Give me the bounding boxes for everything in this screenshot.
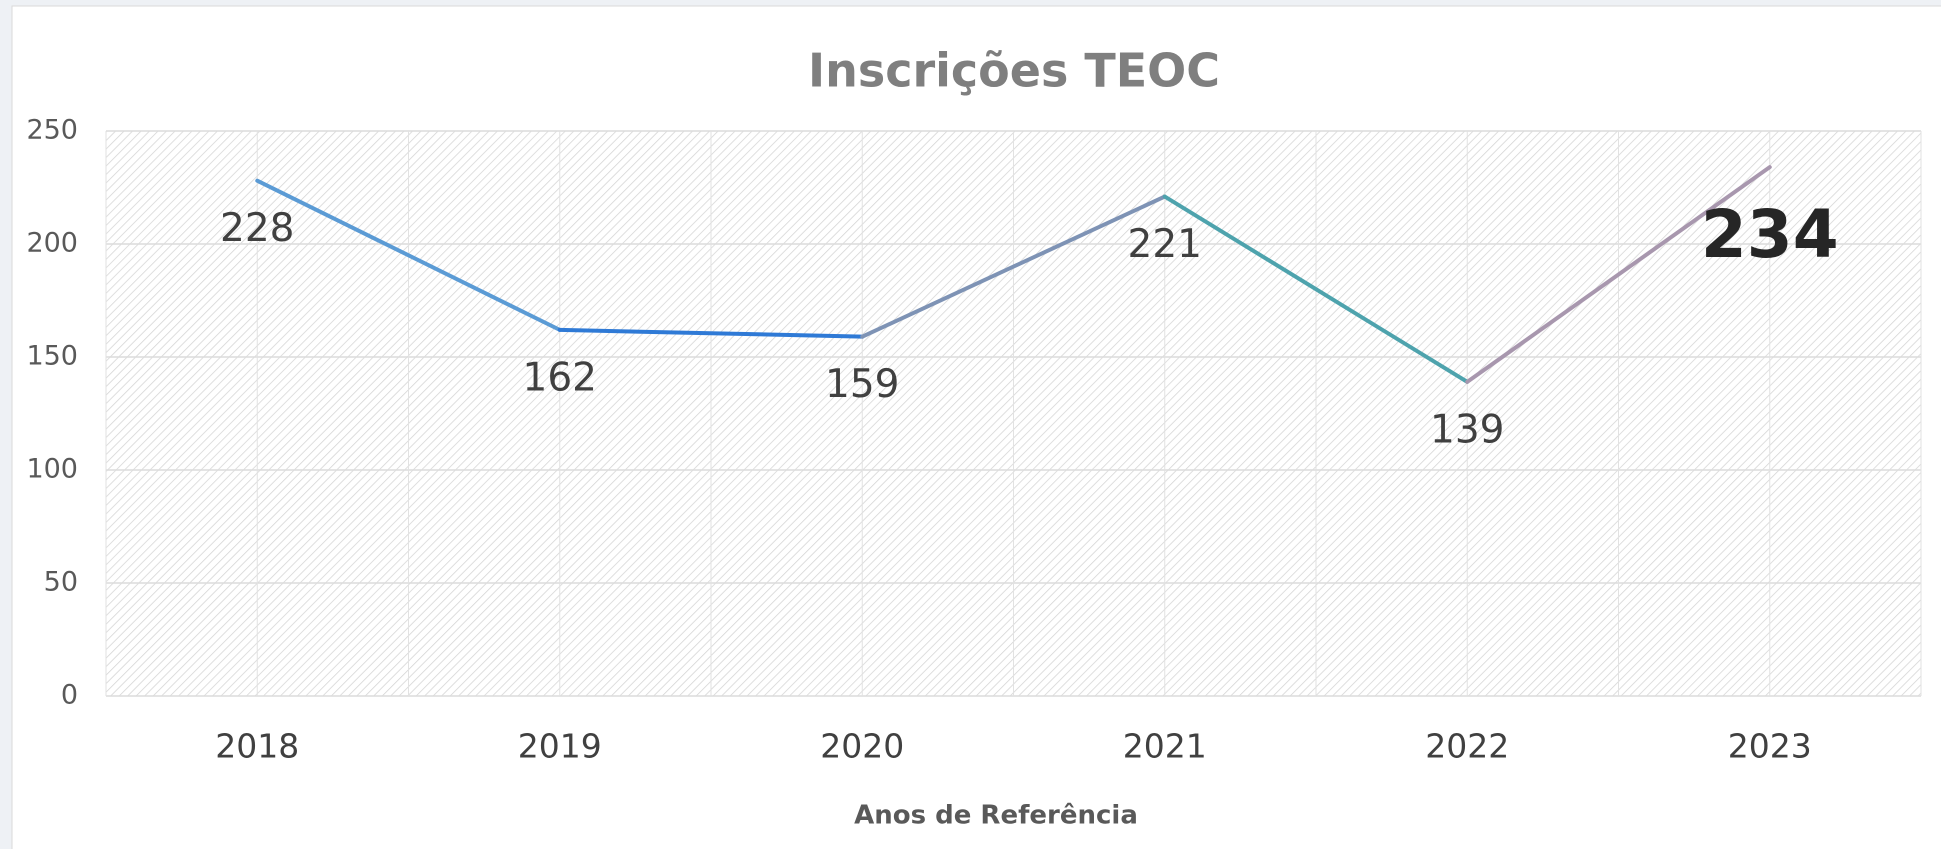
data-label: 139 (1430, 407, 1504, 452)
x-tick-label: 2022 (1425, 727, 1509, 766)
line-segment (1465, 165, 1772, 384)
line-segment (557, 327, 865, 339)
x-axis-title: Anos de Referência (854, 801, 1138, 831)
line-segment (255, 178, 562, 332)
y-tick-label: 0 (61, 680, 78, 711)
line-segment (1162, 194, 1470, 384)
x-tick-label: 2023 (1728, 727, 1812, 766)
y-tick-label: 100 (26, 454, 78, 485)
data-label: 159 (825, 362, 899, 407)
x-tick-label: 2020 (820, 727, 904, 766)
y-tick-label: 50 (44, 567, 78, 598)
chart-title: Inscrições TEOC (808, 44, 1220, 98)
data-label: 221 (1128, 222, 1202, 267)
line-segment (860, 194, 1167, 339)
x-tick-label: 2019 (518, 727, 602, 766)
y-tick-label: 150 (26, 341, 78, 372)
x-tick-label: 2021 (1123, 727, 1207, 766)
highlight-data-label: 234 (1701, 196, 1839, 273)
x-tick-label: 2018 (215, 727, 299, 766)
y-tick-label: 250 (26, 115, 78, 146)
data-label: 228 (220, 206, 294, 251)
y-tick-label: 200 (26, 228, 78, 259)
data-label: 162 (523, 355, 597, 400)
